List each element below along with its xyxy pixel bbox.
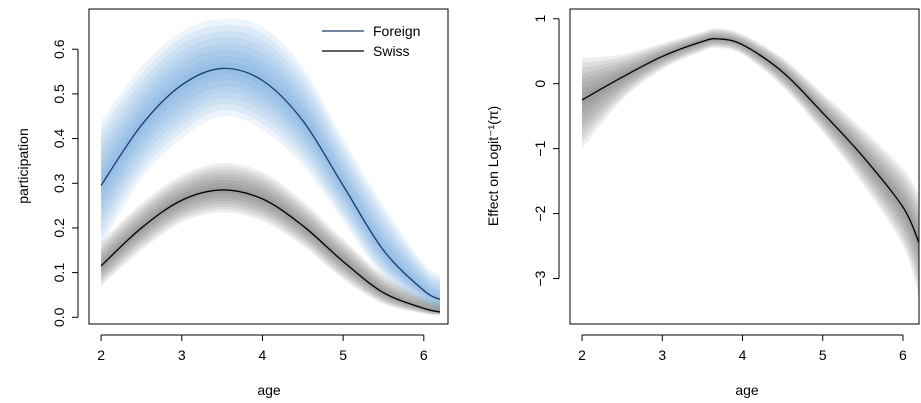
left-x-tick-label: 6 — [420, 347, 428, 363]
right-line-series-1 — [581, 37, 919, 244]
left-panel: 2 3 4 5 6 0.0 0.1 0.2 0.3 0.4 0.5 0.6 Foreign Swis… — [15, 8, 449, 398]
right-band-series-1-7 — [582, 36, 919, 257]
left-x-tick-label: 5 — [339, 347, 347, 363]
left-band-foreign-4 — [101, 37, 440, 308]
left-band-swiss-7 — [101, 183, 440, 313]
left-y-axis: 0.0 0.1 0.2 0.3 0.4 0.5 0.6 — [51, 39, 79, 327]
left-y-tick-label: 0.3 — [51, 173, 67, 193]
right-y-axis-title: Effect on Logit⁻¹(π) — [485, 106, 501, 226]
left-band-foreign-3 — [101, 31, 440, 310]
right-x-tick-label: 5 — [819, 347, 827, 363]
right-panel: 2 3 4 5 6 −3 −2 −1 0 1 age Effect on Logit⁻¹(π) — [485, 8, 920, 398]
right-x-tick-label: 6 — [899, 347, 907, 363]
left-band-swiss-1 — [101, 163, 440, 316]
left-x-tick-label: 3 — [178, 347, 186, 363]
left-band-swiss-2 — [101, 166, 440, 316]
legend: Foreign Swiss — [322, 23, 420, 59]
right-x-tick-label: 2 — [578, 347, 586, 363]
left-band-foreign-7 — [101, 55, 440, 303]
legend-label-foreign: Foreign — [373, 23, 420, 39]
left-band-foreign-1 — [101, 18, 440, 313]
left-y-tick-label: 0.6 — [51, 39, 67, 59]
left-band-foreign-5 — [101, 43, 440, 307]
left-band-swiss-6 — [101, 179, 440, 314]
left-line-swiss — [100, 189, 441, 313]
right-x-tick-label: 3 — [658, 347, 666, 363]
left-line-foreign — [100, 67, 441, 301]
left-x-axis-title: age — [257, 382, 281, 398]
left-y-tick-label: 0.0 — [51, 307, 67, 327]
right-band-series-1-1 — [582, 28, 919, 299]
right-band-series-1-4 — [582, 32, 919, 278]
right-band-series-1-3 — [582, 30, 919, 285]
left-band-foreign-2 — [101, 24, 440, 312]
legend-label-swiss: Swiss — [373, 43, 410, 59]
left-y-tick-label: 0.2 — [51, 218, 67, 238]
right-x-tick-label: 4 — [739, 347, 747, 363]
right-band-series-1-6 — [582, 34, 919, 264]
left-y-axis-title: participation — [15, 128, 31, 204]
right-x-axis: 2 3 4 5 6 — [578, 334, 907, 363]
left-y-tick-label: 0.4 — [51, 129, 67, 149]
left-confidence-bands — [101, 18, 440, 316]
left-band-swiss-3 — [101, 169, 440, 315]
right-series-lines — [581, 37, 919, 244]
left-x-tick-label: 4 — [259, 347, 267, 363]
left-x-axis: 2 3 4 5 6 — [97, 334, 428, 363]
right-y-tick-label: −2 — [532, 205, 548, 221]
left-plot-frame — [88, 8, 449, 325]
left-y-tick-label: 0.1 — [51, 263, 67, 283]
left-band-foreign-8 — [101, 62, 440, 302]
left-y-tick-label: 0.5 — [51, 84, 67, 104]
right-band-series-1-5 — [582, 33, 919, 271]
right-band-series-1-2 — [582, 29, 919, 292]
right-y-axis: −3 −2 −1 0 1 — [532, 15, 560, 287]
left-band-swiss-4 — [101, 173, 440, 315]
right-plot-frame — [569, 8, 920, 325]
right-y-tick-label: 1 — [532, 15, 548, 23]
right-y-tick-label: 0 — [532, 80, 548, 88]
left-x-tick-label: 2 — [97, 347, 105, 363]
right-x-axis-title: age — [735, 382, 759, 398]
left-band-swiss-5 — [101, 176, 440, 314]
right-y-tick-label: −3 — [532, 270, 548, 286]
right-y-tick-label: −1 — [532, 140, 548, 156]
left-series-lines — [100, 67, 441, 313]
left-band-foreign-6 — [101, 49, 440, 305]
